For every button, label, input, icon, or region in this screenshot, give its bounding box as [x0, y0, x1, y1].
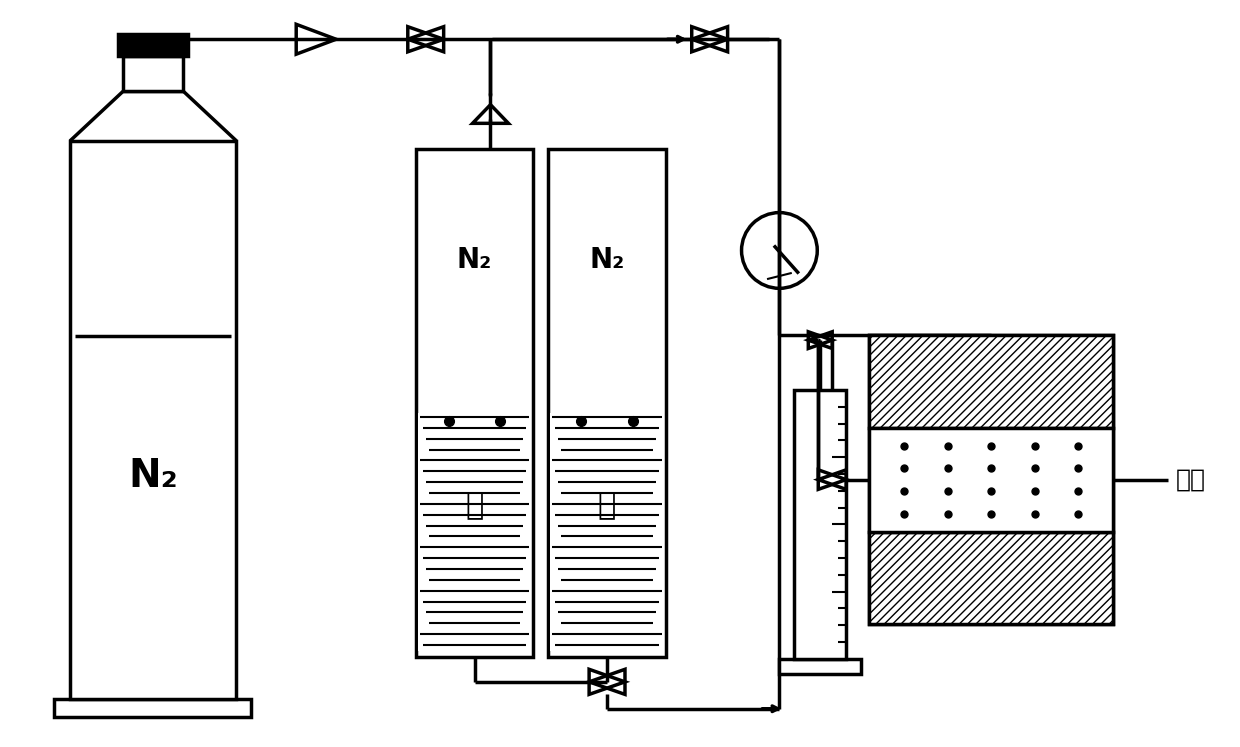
Bar: [415, 149, 533, 657]
Bar: [418, 413, 531, 651]
Text: N₂: N₂: [589, 246, 625, 274]
Bar: [869, 335, 1114, 427]
Bar: [869, 335, 1114, 624]
Text: 油: 油: [598, 492, 616, 520]
Bar: [69, 141, 237, 698]
Bar: [123, 56, 184, 91]
Bar: [551, 413, 663, 651]
Bar: [795, 390, 846, 659]
Text: N₂: N₂: [129, 456, 179, 495]
Text: 岩心: 岩心: [1176, 468, 1207, 492]
Bar: [869, 532, 1114, 624]
Text: N₂: N₂: [456, 246, 492, 274]
Bar: [55, 698, 252, 716]
Bar: [548, 149, 666, 657]
Text: 水: 水: [465, 492, 484, 520]
Bar: [869, 427, 1114, 532]
Bar: [118, 34, 188, 56]
Bar: [780, 659, 861, 674]
